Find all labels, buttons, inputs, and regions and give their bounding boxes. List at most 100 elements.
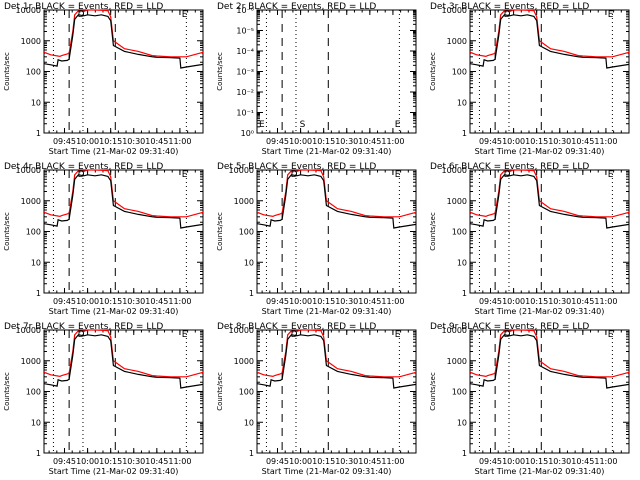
y-tick-label: 1 xyxy=(36,449,41,458)
det-3r-title: Det 3r BLACK = Events, RED = LLD xyxy=(430,2,589,12)
x-tick-label: 10:00 xyxy=(76,457,99,466)
x-axis-label: Start Time (21-Mar-02 09:31:40) xyxy=(49,467,179,476)
y-tick-label: 10000 xyxy=(442,166,467,175)
det-7r-panel: Det 7r BLACK = Events, RED = LLD 1 10 100 10… xyxy=(0,320,213,480)
y-tick-label: 1 xyxy=(462,129,467,138)
x-tick-label: 09:45 xyxy=(479,137,502,146)
y-tick-label: 100 xyxy=(26,388,41,397)
det-8r-title: Det 8r BLACK = Events, RED = LLD xyxy=(217,322,376,332)
y-tick-label: 10 xyxy=(457,258,467,267)
y-tick-label: 10 xyxy=(31,258,41,267)
y-tick-label: 100 xyxy=(26,68,41,77)
det-1r-panel: Det 1r BLACK = Events, RED = LLD 1 10 100 10… xyxy=(0,0,213,160)
lld-series-line xyxy=(43,329,204,378)
y-tick-label: 1000 xyxy=(234,197,254,206)
x-tick-label: 11:00 xyxy=(594,297,617,306)
det-5r-chart: Det 5r BLACK = Events, RED = LLD 1 10 100 10… xyxy=(216,162,417,316)
y-tick-label: 10000 xyxy=(442,326,467,335)
x-tick-label: 11:00 xyxy=(381,457,404,466)
y-tick-label: 10000 xyxy=(16,326,41,335)
y-tick-label: 10⁻¹ xyxy=(236,109,254,118)
y-tick-label: 1 xyxy=(249,449,254,458)
x-axis-label: Start Time (21-Mar-02 09:31:40) xyxy=(49,147,179,156)
det-9r-chart: Det 9r BLACK = Events, RED = LLD 1 10 100 10… xyxy=(429,322,630,476)
y-tick-label: 10000 xyxy=(16,166,41,175)
y-tick-label: 10 xyxy=(31,418,41,427)
x-tick-label: 10:45 xyxy=(571,137,594,146)
state-marker-label: E xyxy=(395,330,401,340)
y-tick-label: 1 xyxy=(462,289,467,298)
y-tick-label: 10⁻⁴ xyxy=(236,47,254,56)
det-6r-panel: Det 6r BLACK = Events, RED = LLD 1 10 100 10… xyxy=(426,160,639,320)
det-7r-chart: Det 7r BLACK = Events, RED = LLD 1 10 100 10… xyxy=(3,322,204,476)
y-tick-label: 1000 xyxy=(21,197,41,206)
x-tick-label: 10:45 xyxy=(571,297,594,306)
x-axis-label: Start Time (21-Mar-02 09:31:40) xyxy=(262,147,392,156)
x-tick-label: 10:45 xyxy=(145,137,168,146)
x-tick-label: 10:30 xyxy=(122,297,145,306)
state-marker-label: S xyxy=(300,120,306,130)
y-tick-label: 1000 xyxy=(21,37,41,46)
y-tick-label: 10⁻³ xyxy=(236,68,254,77)
det-2r-title: Det 2r BLACK = Events, RED = LLD xyxy=(217,2,376,12)
det-8r-panel: Det 8r BLACK = Events, RED = LLD 1 10 100 10… xyxy=(213,320,426,480)
state-marker-label: E xyxy=(395,170,401,180)
x-tick-label: 10:00 xyxy=(289,297,312,306)
y-tick-label: 10 xyxy=(457,98,467,107)
det-7r-title: Det 7r BLACK = Events, RED = LLD xyxy=(4,322,163,332)
y-axis-label: Counts/sec xyxy=(216,372,224,411)
det-1r-plot-frame xyxy=(43,9,204,134)
state-marker-label: E xyxy=(608,330,614,340)
x-tick-label: 10:45 xyxy=(358,297,381,306)
x-tick-label: 10:30 xyxy=(548,137,571,146)
events-series-line xyxy=(470,334,630,389)
lld-series-line xyxy=(256,329,417,378)
x-tick-label: 10:45 xyxy=(145,457,168,466)
y-tick-label: 10 xyxy=(244,418,254,427)
x-tick-label: 11:00 xyxy=(381,297,404,306)
x-axis-label: Start Time (21-Mar-02 09:31:40) xyxy=(262,307,392,316)
x-axis-label: Start Time (21-Mar-02 09:31:40) xyxy=(475,147,605,156)
x-tick-label: 10:45 xyxy=(145,297,168,306)
x-axis-label: Start Time (21-Mar-02 09:31:40) xyxy=(475,307,605,316)
det-9r-title: Det 9r BLACK = Events, RED = LLD xyxy=(430,322,589,332)
det-9r-plot-frame xyxy=(469,329,630,454)
det-1r-chart: Det 1r BLACK = Events, RED = LLD 1 10 100 10… xyxy=(3,2,204,156)
x-axis-label: Start Time (21-Mar-02 09:31:40) xyxy=(475,467,605,476)
lld-series-line xyxy=(469,9,630,58)
det-2r-chart: Det 2r BLACK = Events, RED = LLD 10⁰ 10⁻¹ 1… xyxy=(216,2,417,156)
x-tick-label: 11:00 xyxy=(168,457,191,466)
state-marker-label: E xyxy=(608,10,614,20)
det-5r-title: Det 5r BLACK = Events, RED = LLD xyxy=(217,162,376,172)
state-marker-label: D xyxy=(504,330,511,340)
y-tick-label: 1 xyxy=(36,129,41,138)
y-tick-label: 100 xyxy=(452,388,467,397)
x-tick-label: 10:15 xyxy=(312,297,335,306)
det-2r-panel: Det 2r BLACK = Events, RED = LLD 10⁰ 10⁻¹ 1… xyxy=(213,0,426,160)
x-tick-label: 10:30 xyxy=(548,457,571,466)
det-4r-title: Det 4r BLACK = Events, RED = LLD xyxy=(4,162,163,172)
x-tick-label: 10:15 xyxy=(99,297,122,306)
y-axis-label: Counts/sec xyxy=(429,52,437,91)
x-tick-label: 10:30 xyxy=(335,457,358,466)
x-tick-label: 09:45 xyxy=(266,137,289,146)
y-tick-label: 1 xyxy=(462,449,467,458)
x-axis-label: Start Time (21-Mar-02 09:31:40) xyxy=(262,467,392,476)
x-tick-label: 10:15 xyxy=(99,457,122,466)
x-tick-label: 11:00 xyxy=(594,457,617,466)
det-6r-title: Det 6r BLACK = Events, RED = LLD xyxy=(430,162,589,172)
x-tick-label: 10:15 xyxy=(312,137,335,146)
det-5r-panel: Det 5r BLACK = Events, RED = LLD 1 10 100 10… xyxy=(213,160,426,320)
y-tick-label: 10⁰ xyxy=(241,129,254,138)
y-tick-label: 1000 xyxy=(234,357,254,366)
y-tick-label: 10000 xyxy=(16,6,41,15)
x-tick-label: 10:30 xyxy=(548,297,571,306)
x-tick-label: 10:00 xyxy=(289,137,312,146)
state-marker-label: D xyxy=(504,10,511,20)
lld-series-line xyxy=(256,169,417,218)
y-axis-label: Counts/sec xyxy=(216,52,224,91)
x-tick-label: 09:45 xyxy=(53,137,76,146)
x-tick-label: 10:45 xyxy=(358,137,381,146)
y-tick-label: 1000 xyxy=(447,197,467,206)
